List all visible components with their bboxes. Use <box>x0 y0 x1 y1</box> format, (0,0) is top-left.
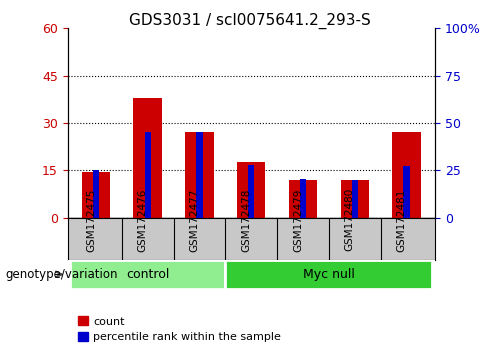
Bar <box>186 132 214 218</box>
Bar <box>289 180 317 218</box>
Bar <box>144 132 151 218</box>
Bar <box>237 162 266 218</box>
Text: GSM172480: GSM172480 <box>345 188 355 251</box>
Bar <box>70 260 226 289</box>
Bar <box>392 132 421 218</box>
Bar <box>248 165 254 218</box>
Bar <box>134 98 162 218</box>
Bar <box>404 166 409 218</box>
Text: Myc null: Myc null <box>303 268 355 281</box>
Text: GSM172475: GSM172475 <box>86 188 96 252</box>
Text: GSM172477: GSM172477 <box>190 188 200 252</box>
Text: GSM172478: GSM172478 <box>241 188 252 252</box>
Text: GSM172476: GSM172476 <box>138 188 147 252</box>
Text: GDS3031 / scl0075641.2_293-S: GDS3031 / scl0075641.2_293-S <box>129 12 371 29</box>
Text: GSM172481: GSM172481 <box>396 188 406 252</box>
Bar <box>300 179 306 218</box>
Text: control: control <box>126 268 170 281</box>
Bar <box>93 170 99 218</box>
Bar <box>352 180 358 218</box>
Bar <box>196 132 202 218</box>
Bar <box>340 180 369 218</box>
Legend: count, percentile rank within the sample: count, percentile rank within the sample <box>73 312 286 347</box>
Text: genotype/variation: genotype/variation <box>5 268 117 281</box>
Text: GSM172479: GSM172479 <box>293 188 303 252</box>
Bar <box>82 172 110 218</box>
Bar <box>226 260 432 289</box>
